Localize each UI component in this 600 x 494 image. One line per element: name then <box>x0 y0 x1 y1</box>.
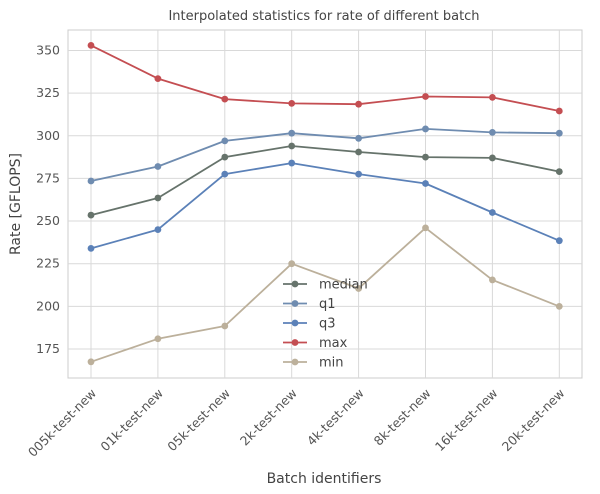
data-point-min <box>221 322 229 330</box>
legend-marker <box>291 300 299 307</box>
data-point-q1 <box>154 163 162 170</box>
series-median <box>87 142 563 219</box>
legend-marker <box>291 280 299 288</box>
data-point-q1 <box>489 128 496 136</box>
y-tick-label: 350 <box>36 42 60 57</box>
data-point-q1 <box>555 129 563 137</box>
data-point-min <box>555 302 563 310</box>
data-point-q1 <box>221 137 229 145</box>
series-line-min <box>90 226 560 363</box>
data-point-q3 <box>154 226 162 233</box>
legend-label: max <box>319 336 348 351</box>
series-line-max <box>90 44 560 112</box>
legend-label: min <box>319 356 344 371</box>
data-point-min <box>355 285 362 292</box>
x-tick-label: 2k-test-new <box>237 386 300 449</box>
series-line-q3 <box>90 162 560 250</box>
data-point-q3 <box>555 237 563 245</box>
x-tick-label: 01k-test-new <box>97 386 166 455</box>
x-tick-label: 4k-test-new <box>304 386 367 449</box>
data-point-median <box>355 148 362 156</box>
x-tick-label: 005k-test-new <box>25 386 99 460</box>
legend: median q1 q3 max min <box>283 278 368 371</box>
data-point-max <box>555 107 563 115</box>
data-point-max <box>288 99 296 107</box>
data-point-median <box>555 168 563 175</box>
chart-title: Interpolated statistics for rate of diff… <box>168 9 479 24</box>
data-point-q3 <box>288 159 296 167</box>
data-point-max <box>221 95 229 103</box>
grid-lines <box>68 30 582 378</box>
y-axis-ticks: 175 200 225 250 275 300 325 350 <box>36 42 60 356</box>
y-axis-label: Rate [GFLOPS] <box>8 153 24 255</box>
data-point-q1 <box>87 177 95 185</box>
legend-label: median <box>319 278 368 293</box>
data-point-q3 <box>422 180 429 187</box>
data-point-max <box>355 100 362 108</box>
data-point-q3 <box>355 170 362 178</box>
data-point-median <box>489 154 496 162</box>
data-point-q1 <box>288 129 296 137</box>
data-point-min <box>288 260 296 268</box>
data-point-max <box>87 41 95 49</box>
x-axis-label: Batch identifiers <box>267 471 382 487</box>
data-point-median <box>87 211 95 219</box>
x-tick-label: 20k-test-new <box>499 386 568 455</box>
legend-item-q3: q3 <box>283 317 336 332</box>
series-q1 <box>87 125 563 185</box>
data-point-min <box>489 276 496 284</box>
legend-marker <box>291 339 299 346</box>
data-point-max <box>154 75 162 83</box>
legend-label: q3 <box>319 317 336 332</box>
data-point-median <box>154 194 162 202</box>
data-point-q3 <box>87 244 95 252</box>
y-tick-label: 200 <box>36 298 60 313</box>
data-point-max <box>489 93 496 101</box>
data-point-median <box>288 142 296 150</box>
y-tick-label: 175 <box>36 341 60 356</box>
legend-item-max: max <box>283 336 348 351</box>
legend-item-min: min <box>283 356 344 371</box>
plot-area <box>67 29 583 379</box>
series-layer <box>87 41 563 366</box>
y-tick-label: 250 <box>36 213 60 228</box>
data-point-min <box>154 335 162 343</box>
legend-marker <box>291 319 299 327</box>
legend-item-median: median <box>283 278 368 293</box>
data-point-min <box>422 224 429 232</box>
series-max <box>87 41 563 115</box>
x-tick-label: 16k-test-new <box>432 386 501 455</box>
x-tick-label: 05k-test-new <box>164 386 233 455</box>
data-point-median <box>221 153 229 161</box>
series-line-q1 <box>90 127 560 182</box>
data-point-q1 <box>422 125 429 133</box>
legend-item-q1: q1 <box>283 297 336 312</box>
data-point-median <box>422 153 429 161</box>
y-tick-label: 275 <box>36 170 60 185</box>
legend-label: q1 <box>319 297 336 312</box>
y-tick-label: 325 <box>36 85 60 100</box>
x-tick-label: 8k-test-new <box>371 386 434 449</box>
series-min <box>87 224 563 366</box>
data-point-q3 <box>489 209 496 216</box>
data-point-q1 <box>355 134 362 142</box>
data-point-max <box>422 93 429 100</box>
data-point-min <box>87 358 95 366</box>
series-q3 <box>87 159 563 252</box>
y-tick-label: 225 <box>36 256 60 271</box>
y-tick-label: 300 <box>36 128 60 143</box>
legend-marker <box>291 358 299 366</box>
data-point-q3 <box>221 170 229 178</box>
series-line-median <box>90 145 560 216</box>
